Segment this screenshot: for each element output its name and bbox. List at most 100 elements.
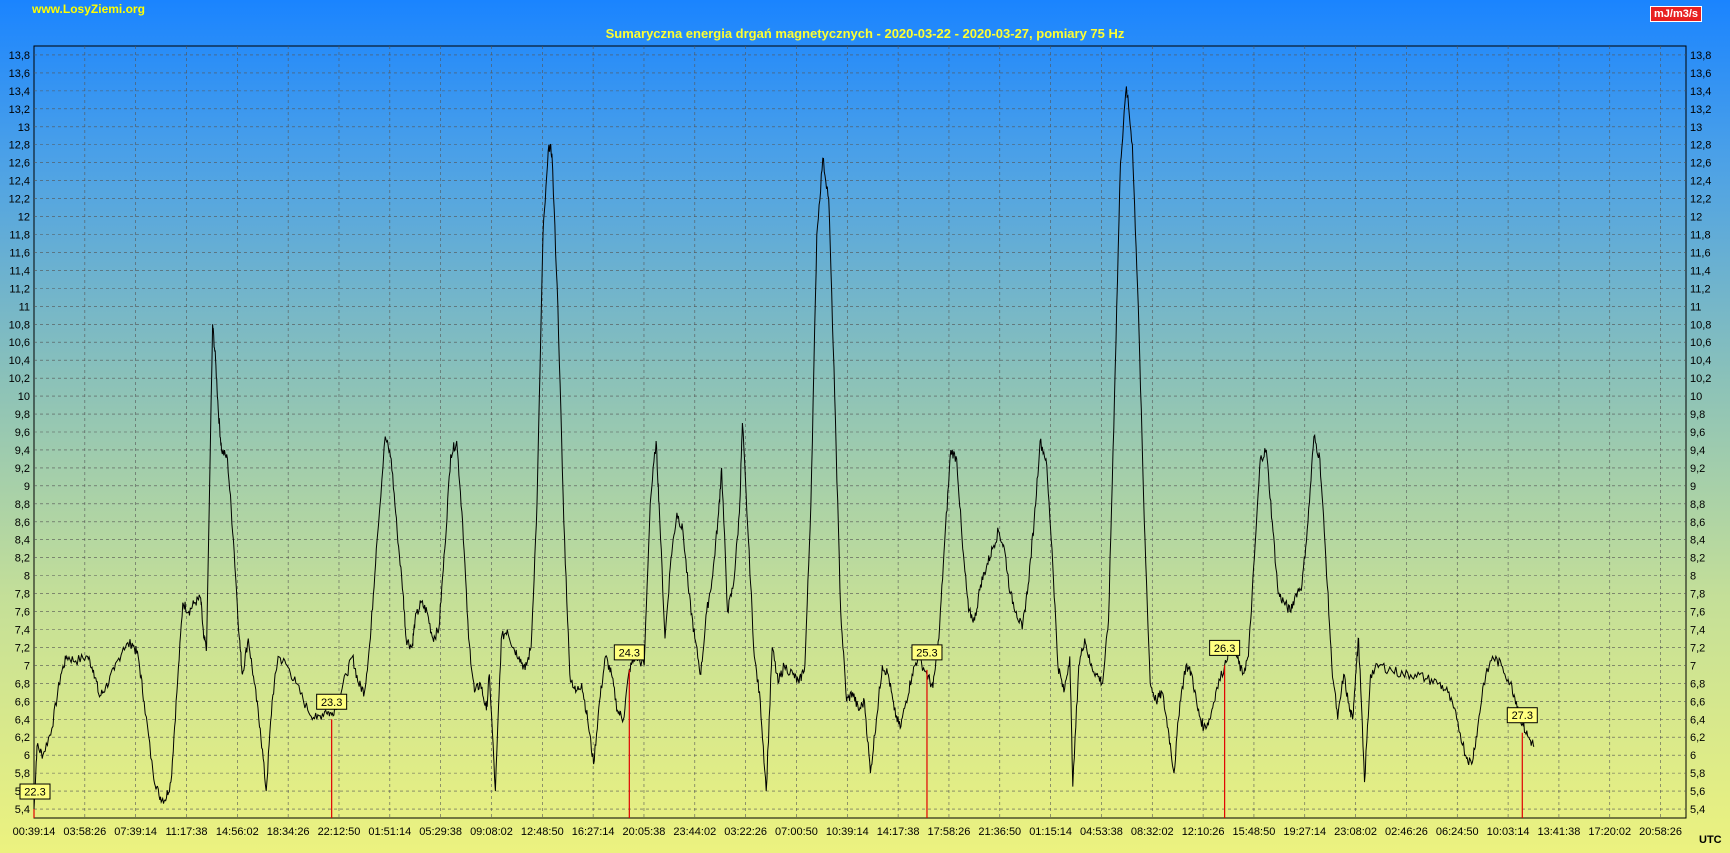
y-tick-label-left: 6,6 [15, 696, 30, 708]
day-marker-box [19, 783, 51, 800]
y-tick-label-left: 10,6 [9, 337, 30, 349]
x-tick-label: 03:22:26 [724, 826, 767, 838]
x-tick-label: 01:15:14 [1029, 826, 1072, 838]
y-tick-label-right: 11 [1690, 301, 1701, 313]
x-tick-label: 03:58:26 [63, 826, 106, 838]
x-tick-label: 17:20:02 [1588, 826, 1631, 838]
x-tick-label: 07:00:50 [775, 826, 818, 838]
y-tick-label-right: 12,2 [1690, 194, 1711, 206]
y-tick-label-left: 8 [24, 571, 30, 583]
y-tick-label-left: 11,4 [9, 265, 30, 277]
chart-title: Sumaryczna energia drgań magnetycznych -… [605, 26, 1125, 41]
y-tick-label-left: 13,4 [9, 86, 30, 98]
y-tick-label-right: 10,8 [1690, 319, 1711, 331]
y-tick-label-right: 6,2 [1690, 732, 1705, 744]
y-tick-label-left: 7,6 [15, 607, 30, 619]
y-tick-label-right: 8 [1690, 571, 1696, 583]
y-tick-label-left: 12,2 [9, 194, 30, 206]
x-tick-label: 10:39:14 [826, 826, 869, 838]
site-url-label[interactable]: www.LosyZiemi.org [32, 2, 145, 16]
y-tick-label-left: 11 [19, 301, 30, 313]
y-tick-label-left: 5,8 [15, 768, 30, 780]
y-tick-label-right: 7,6 [1690, 607, 1705, 619]
y-tick-label-left: 10,2 [9, 373, 30, 385]
y-tick-label-right: 12,6 [1690, 158, 1711, 170]
y-tick-label-right: 12 [1690, 212, 1702, 224]
y-tick-label-right: 9 [1690, 481, 1696, 493]
y-tick-label-right: 13,2 [1690, 104, 1711, 116]
x-tick-label: 09:08:02 [470, 826, 513, 838]
y-tick-label-right: 5,4 [1690, 804, 1705, 816]
y-tick-label-right: 8,6 [1690, 517, 1705, 529]
x-tick-label: 07:39:14 [114, 826, 157, 838]
y-tick-label-right: 11,4 [1690, 265, 1711, 277]
x-tick-label: 23:44:02 [673, 826, 716, 838]
y-tick-label-left: 9,6 [15, 427, 30, 439]
x-tick-label: 11:17:38 [165, 826, 207, 838]
day-marker-label: 25.3 [916, 647, 937, 659]
day-marker-label: 23.3 [321, 697, 342, 709]
y-tick-label-left: 5,4 [15, 804, 30, 816]
x-tick-label: 17:58:26 [928, 826, 971, 838]
day-marker-label: 24.3 [619, 647, 640, 659]
y-tick-label-left: 13 [18, 122, 30, 134]
y-tick-label-right: 6,4 [1690, 714, 1705, 726]
day-marker-box [613, 644, 645, 661]
y-tick-label-right: 9,8 [1690, 409, 1705, 421]
y-tick-label-left: 10 [18, 391, 30, 403]
y-tick-label-right: 10,6 [1690, 337, 1711, 349]
x-tick-label: 13:41:38 [1538, 826, 1581, 838]
y-tick-label-left: 6,2 [15, 732, 30, 744]
y-tick-label-left: 8,6 [15, 517, 30, 529]
x-tick-label: 12:48:50 [521, 826, 564, 838]
y-tick-label-left: 7,4 [15, 624, 30, 636]
x-tick-label: 19:27:14 [1283, 826, 1326, 838]
x-tick-label: 00:39:14 [13, 826, 56, 838]
y-tick-label-left: 13,6 [9, 68, 30, 80]
y-tick-label-left: 7,2 [15, 642, 30, 654]
y-tick-label-left: 12,8 [9, 140, 30, 152]
y-tick-label-left: 11,8 [9, 230, 30, 242]
y-tick-label-left: 12,4 [9, 176, 30, 188]
y-tick-label-right: 10,2 [1690, 373, 1711, 385]
y-tick-label-right: 6,6 [1690, 696, 1705, 708]
y-tick-label-right: 8,2 [1690, 553, 1705, 565]
y-tick-label-right: 10 [1690, 391, 1702, 403]
x-tick-label: 21:36:50 [978, 826, 1021, 838]
y-tick-label-right: 13,8 [1690, 50, 1711, 62]
y-tick-label-left: 9,2 [15, 463, 30, 475]
x-tick-label: 01:51:14 [368, 826, 411, 838]
day-marker-label: 27.3 [1512, 710, 1533, 722]
x-tick-label: 16:27:14 [572, 826, 615, 838]
y-tick-label-left: 11,6 [9, 247, 30, 259]
x-tick-label: 12:10:26 [1182, 826, 1225, 838]
x-tick-label: 18:34:26 [267, 826, 310, 838]
y-tick-label-right: 13 [1690, 122, 1702, 134]
y-tick-label-left: 6 [24, 750, 30, 762]
x-tick-label: 20:58:26 [1639, 826, 1682, 838]
x-tick-label: 08:32:02 [1131, 826, 1174, 838]
y-tick-label-left: 9,8 [15, 409, 30, 421]
series-line [33, 86, 1535, 810]
y-tick-label-left: 13,8 [9, 50, 30, 62]
y-tick-label-right: 9,6 [1690, 427, 1705, 439]
y-tick-label-left: 8,8 [15, 499, 30, 511]
unit-badge: mJ/m3/s [1650, 6, 1703, 22]
y-tick-label-left: 12 [18, 212, 30, 224]
y-tick-label-right: 9,2 [1690, 463, 1705, 475]
x-tick-label: 22:12:50 [318, 826, 361, 838]
y-tick-label-left: 11,2 [9, 283, 30, 295]
y-tick-label-right: 10,4 [1690, 355, 1711, 367]
day-marker-label: 26.3 [1214, 643, 1235, 655]
y-tick-label-left: 8,4 [15, 535, 30, 547]
y-tick-label-right: 7,4 [1690, 624, 1705, 636]
y-tick-label-left: 10,8 [9, 319, 30, 331]
y-tick-label-left: 6,4 [15, 714, 30, 726]
x-tick-label: 02:46:26 [1385, 826, 1428, 838]
y-tick-label-right: 5,6 [1690, 786, 1705, 798]
y-tick-label-right: 12,4 [1690, 176, 1711, 188]
day-marker-box [1506, 707, 1538, 724]
y-tick-label-right: 7 [1690, 660, 1696, 672]
y-tick-label-left: 12,6 [9, 158, 30, 170]
